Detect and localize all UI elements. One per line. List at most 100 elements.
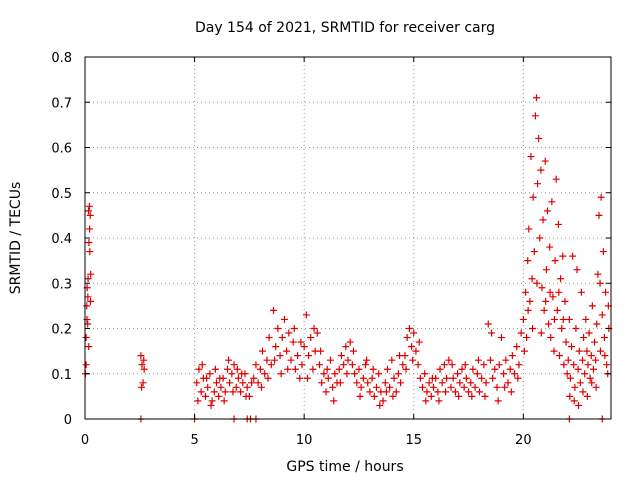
x-tick-label: 20: [515, 433, 532, 448]
data-point: [335, 365, 343, 373]
data-point: [447, 383, 455, 391]
data-point: [392, 388, 400, 396]
data-point: [342, 343, 350, 351]
y-tick-label: 0.7: [51, 96, 72, 111]
data-point: [248, 379, 256, 387]
data-point: [462, 374, 470, 382]
y-tick-label: 0.4: [51, 232, 72, 247]
data-point: [579, 356, 587, 364]
data-point: [533, 279, 541, 287]
data-point: [221, 388, 229, 396]
data-point: [551, 257, 559, 265]
data-point: [435, 397, 443, 405]
data-point: [277, 370, 285, 378]
data-point: [397, 379, 405, 387]
data-point: [317, 347, 325, 355]
data-point: [238, 370, 246, 378]
data-point: [495, 361, 503, 369]
data-point: [414, 361, 422, 369]
data-point: [83, 302, 91, 310]
data-point: [421, 370, 429, 378]
data-point: [473, 370, 481, 378]
data-point: [594, 270, 602, 278]
data-point: [425, 379, 433, 387]
data-point: [481, 392, 489, 400]
data-point: [211, 365, 219, 373]
data-point: [574, 365, 582, 373]
data-point: [596, 347, 604, 355]
y-tick-label: 0: [64, 413, 72, 428]
data-point: [215, 392, 223, 400]
data-point: [511, 370, 519, 378]
data-point: [210, 388, 218, 396]
data-point: [465, 388, 473, 396]
data-point: [514, 374, 522, 382]
data-point: [564, 356, 572, 364]
data-point: [323, 365, 331, 373]
data-point: [508, 352, 516, 360]
data-point: [507, 388, 515, 396]
data-point: [232, 383, 240, 391]
data-point: [234, 374, 242, 382]
data-point: [369, 365, 377, 373]
data-point: [376, 401, 384, 409]
data-point: [478, 374, 486, 382]
data-point: [257, 383, 265, 391]
data-point: [494, 397, 502, 405]
data-point: [340, 361, 348, 369]
data-point: [573, 266, 581, 274]
data-point: [434, 388, 442, 396]
data-point: [476, 388, 483, 396]
y-tick-label: 0.2: [51, 323, 72, 338]
data-point: [580, 334, 588, 342]
data-point: [524, 257, 532, 265]
data-point: [291, 365, 299, 373]
data-point: [405, 325, 413, 332]
data-point: [85, 343, 93, 351]
data-point: [331, 370, 339, 378]
data-point: [541, 157, 549, 165]
data-point: [570, 397, 578, 405]
data-point: [550, 347, 558, 355]
data-point: [389, 392, 397, 400]
data-point: [290, 325, 298, 332]
data-point: [555, 352, 563, 360]
data-point: [256, 365, 264, 373]
data-point: [524, 306, 532, 314]
data-point: [213, 379, 220, 387]
data-point: [451, 388, 459, 396]
data-point: [310, 325, 318, 332]
data-point: [85, 202, 93, 210]
data-point: [138, 383, 146, 391]
data-point: [326, 356, 334, 364]
data-point: [471, 383, 479, 391]
data-point: [587, 352, 595, 360]
data-point: [489, 374, 497, 382]
data-point: [263, 356, 271, 364]
data-point: [486, 356, 494, 364]
y-tick-label: 0.1: [51, 368, 72, 383]
data-point: [379, 397, 387, 405]
y-tick-label: 0.8: [51, 51, 72, 66]
data-point: [467, 379, 475, 387]
data-point: [355, 365, 363, 373]
data-point: [305, 352, 313, 360]
data-point: [517, 329, 525, 337]
data-point: [399, 361, 407, 369]
data-point: [438, 379, 446, 387]
x-axis-label: GPS time / hours: [286, 459, 403, 475]
data-point: [592, 383, 600, 391]
data-point: [520, 347, 528, 355]
chart-title: Day 154 of 2021, SRMTID for receiver car…: [195, 20, 495, 36]
data-point: [593, 320, 601, 328]
data-point: [586, 374, 594, 382]
data-point: [599, 248, 607, 256]
data-point: [375, 370, 383, 378]
data-point: [309, 365, 317, 373]
data-point: [84, 293, 92, 301]
data-point: [598, 311, 606, 319]
data-point: [534, 180, 542, 188]
data-point: [140, 365, 148, 373]
data-point: [276, 352, 284, 360]
data-point: [458, 365, 466, 373]
